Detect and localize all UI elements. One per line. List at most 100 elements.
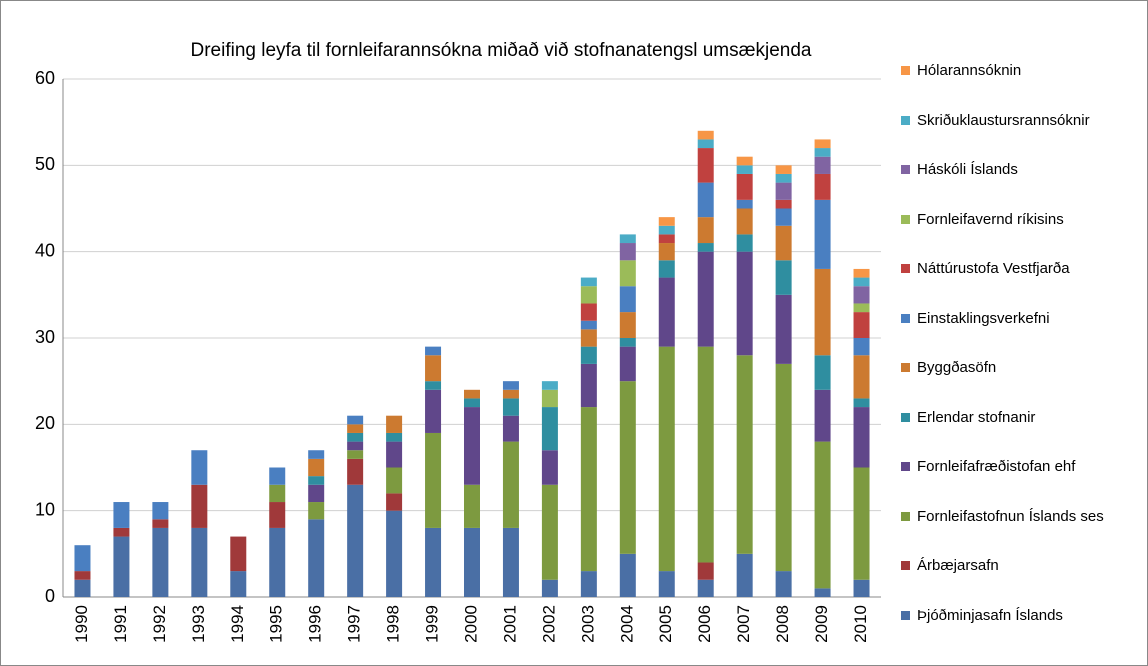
bar-segment [191,527,208,597]
bar-segment [697,346,714,563]
legend-item: Fornleifafræðistofan ehf [901,457,1126,476]
legend-item: Náttúrustofa Vestfjarða [901,259,1126,278]
legend-swatch [901,363,910,372]
bar-segment [308,484,325,503]
bar-segment [308,458,325,477]
legend-label: Erlendar stofnanir [917,408,1036,426]
bar-segment [775,173,792,183]
bar-segment [308,476,325,485]
bar-segment [775,260,792,295]
legend-swatch [901,412,910,422]
bar-segment [464,484,480,528]
bar-segment [580,277,597,287]
x-tick-label: 2007 [734,605,753,643]
bar-segment [775,199,792,209]
x-tick-label: 1992 [150,605,169,643]
bar-segment [619,346,636,382]
y-tick-label: 60 [35,68,55,88]
bar-segment [113,527,130,537]
bar-segment [736,165,753,174]
bar-segment [619,286,636,313]
legend-label: Þjóðminjasafn Íslands [917,606,1063,624]
legend-label: Fornleifafræðistofan ehf [917,458,1076,475]
bar-segment [464,389,480,399]
legend-item: Háskóli Íslands [901,160,1126,179]
x-tick-label: 1991 [111,605,130,643]
bar-segment [541,381,558,390]
bar-segment [814,139,831,149]
bar-segment [347,484,364,597]
bar-segment [697,243,714,252]
bar-segment [386,441,403,468]
bar-segment [425,346,442,356]
bar-segment [502,389,519,399]
bar-segment [191,450,208,485]
bar-segment [697,579,714,597]
bar-segment [619,553,636,597]
bar-segment [853,579,870,597]
bar-segment [619,243,636,261]
bar-segment [775,363,792,572]
bar-segment [697,182,714,218]
legend-swatch [901,511,910,521]
x-tick-label: 1990 [72,605,91,643]
bar-segment [853,398,870,408]
bar-segment [74,579,91,597]
bar-segment [464,398,480,408]
bar-segment [464,527,480,597]
legend-item: Skriðuklaustursrannsóknir [901,111,1126,130]
bar-segment [580,286,597,304]
bar-segment [736,173,753,200]
bar-segment [814,173,831,200]
bar-segment [425,381,442,390]
x-tick-label: 2006 [695,605,714,643]
legend-label: Hólarannsóknin [917,62,1022,79]
legend-swatch [901,313,910,323]
bar-segment [269,527,286,597]
bar-segment [386,415,403,433]
legend-label: Háskóli Íslands [917,161,1018,178]
y-tick-label: 30 [35,327,55,347]
legend-label: Skriðuklaustursrannsóknir [917,111,1090,129]
bar-segment [853,277,870,287]
bar-segment [814,268,831,356]
bar-segment [580,571,597,597]
bar-segment [502,398,519,416]
bar-segment [580,407,597,572]
bar-segment [425,355,442,382]
bar-segment [308,502,325,520]
bar-segment [230,536,247,572]
bar-segment [736,553,753,597]
chart-title: Dreifing leyfa til fornleifarannsókna mi… [190,40,811,61]
bar-segment [697,217,714,244]
bar-segment [502,415,519,442]
bar-segment [464,407,480,485]
x-tick-label: 1993 [189,605,208,643]
legend-swatch [901,66,910,75]
bar-segment [775,225,792,261]
bar-segment [113,502,130,528]
legend-item: Árbæjarsafn [901,556,1126,575]
bar-segment [814,148,831,157]
bar-segment [308,450,325,459]
bar-segment [736,199,753,209]
legend-label: Fornleifavernd ríkisins [917,210,1064,228]
legend-swatch [901,115,910,125]
bar-segment [736,234,753,252]
legend-swatch [901,561,910,570]
legend-item: Þjóðminjasafn Íslands [901,606,1126,625]
bar-segment [502,441,519,528]
bar-segment [152,527,169,597]
y-tick-label: 50 [35,154,55,174]
bar-segment [853,467,870,580]
bar-segment [541,389,558,408]
bar-segment [152,502,169,520]
legend-swatch [901,214,910,224]
bar-segment [541,484,558,580]
bar-segment [697,562,714,580]
bar-segment [74,571,91,580]
bar-segment [347,441,364,451]
bar-segment [736,208,753,235]
bar-segment [697,148,714,183]
